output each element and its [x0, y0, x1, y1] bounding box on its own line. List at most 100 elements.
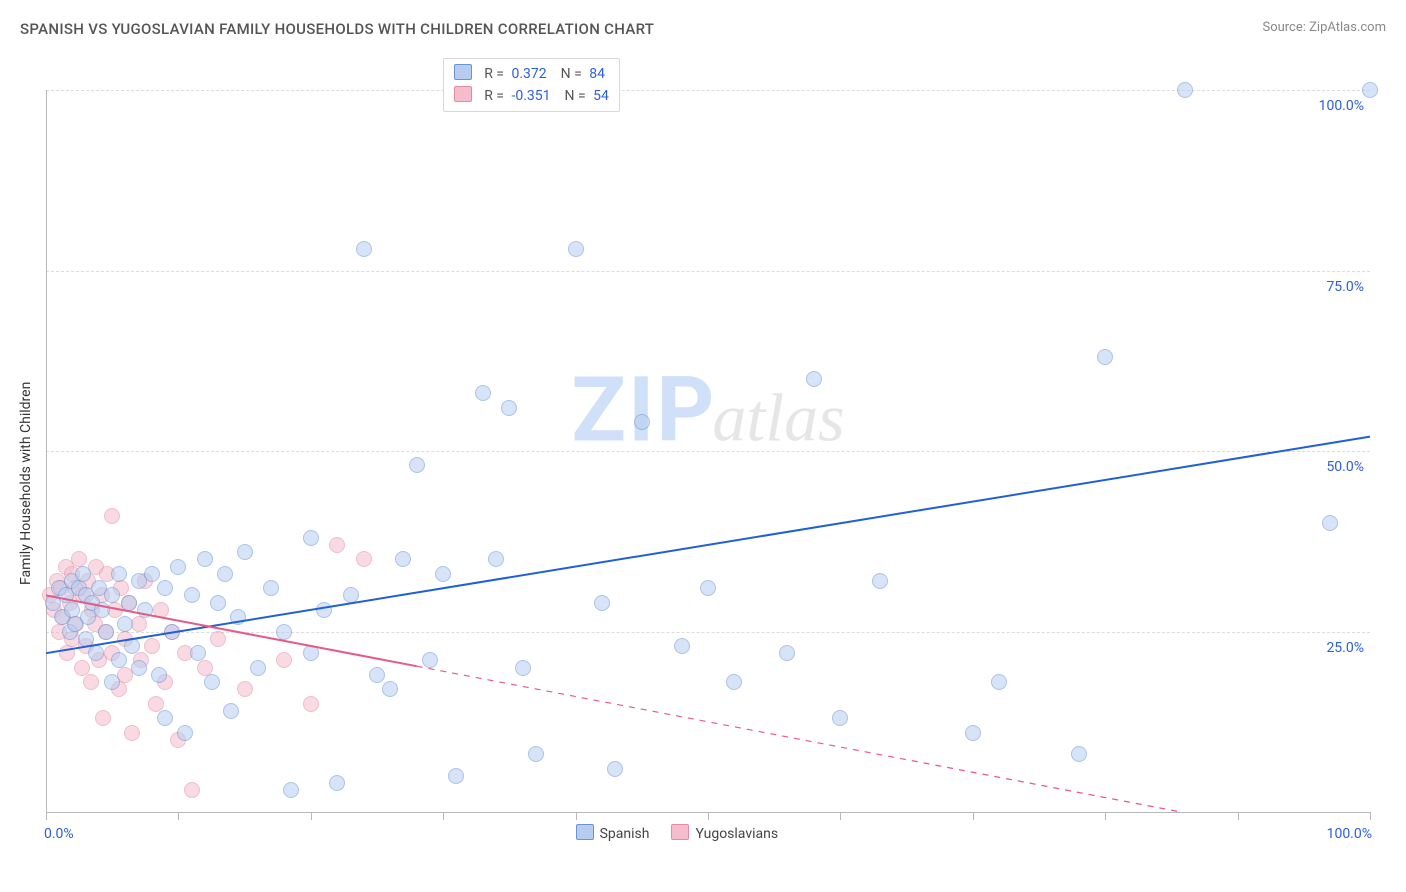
data-point-spanish — [230, 609, 246, 625]
data-point-spanish — [356, 241, 372, 257]
x-tick — [708, 812, 709, 820]
data-point-yugoslavians — [59, 645, 75, 661]
data-point-spanish — [144, 566, 160, 582]
data-point-yugoslavians — [104, 508, 120, 524]
data-point-spanish — [1097, 349, 1113, 365]
x-min-label: 0.0% — [44, 826, 74, 842]
data-point-spanish — [395, 551, 411, 567]
data-point-spanish — [594, 595, 610, 611]
data-point-spanish — [151, 667, 167, 683]
data-point-spanish — [210, 595, 226, 611]
data-point-spanish — [607, 761, 623, 777]
data-point-spanish — [634, 414, 650, 430]
legend-label: Spanish — [600, 826, 650, 842]
x-tick — [178, 812, 179, 820]
data-point-spanish — [726, 674, 742, 690]
legend-series: Spanish Yugoslavians — [576, 824, 800, 842]
y-axis-label: Family Households with Children — [18, 381, 34, 584]
y-axis — [46, 90, 47, 812]
data-point-spanish — [94, 602, 110, 618]
data-point-spanish — [515, 660, 531, 676]
data-point-spanish — [124, 638, 140, 654]
watermark: ZIPatlas — [571, 358, 844, 463]
data-point-spanish — [1071, 746, 1087, 762]
x-tick — [443, 812, 444, 820]
data-point-spanish — [448, 768, 464, 784]
data-point-spanish — [164, 624, 180, 640]
data-point-spanish — [475, 385, 491, 401]
gridline-y — [46, 90, 1370, 91]
data-point-spanish — [131, 660, 147, 676]
data-point-yugoslavians — [71, 551, 87, 567]
data-point-spanish — [303, 645, 319, 661]
y-tick-label: 100.0% — [1319, 98, 1364, 114]
data-point-yugoslavians — [74, 660, 90, 676]
data-point-spanish — [303, 530, 319, 546]
data-point-spanish — [223, 703, 239, 719]
data-point-spanish — [422, 652, 438, 668]
data-point-spanish — [501, 400, 517, 416]
legend-item: Spanish — [576, 824, 650, 842]
data-point-spanish — [157, 710, 173, 726]
data-point-spanish — [263, 580, 279, 596]
legend-stats: R = 0.372N = 84R = -0.351N = 54 — [443, 58, 620, 112]
data-point-spanish — [528, 746, 544, 762]
data-point-spanish — [872, 573, 888, 589]
data-point-spanish — [117, 616, 133, 632]
data-point-spanish — [316, 602, 332, 618]
data-point-spanish — [75, 566, 91, 582]
scatter-plot: ZIPatlas 25.0%50.0%75.0%100.0%0.0%100.0%… — [46, 54, 1370, 812]
gridline-y — [46, 451, 1370, 452]
data-point-yugoslavians — [148, 696, 164, 712]
legend-stats-row: R = -0.351N = 54 — [454, 85, 609, 107]
data-point-spanish — [1362, 82, 1378, 98]
data-point-yugoslavians — [83, 674, 99, 690]
x-tick — [973, 812, 974, 820]
legend-item: Yugoslavians — [671, 824, 778, 842]
data-point-spanish — [217, 566, 233, 582]
legend-label: Yugoslavians — [695, 826, 778, 842]
data-point-spanish — [283, 782, 299, 798]
data-point-spanish — [435, 566, 451, 582]
trend-lines — [46, 54, 1370, 812]
data-point-yugoslavians — [356, 551, 372, 567]
x-max-label: 100.0% — [1327, 826, 1372, 842]
data-point-yugoslavians — [124, 725, 140, 741]
legend-swatch — [576, 824, 594, 840]
x-tick — [840, 812, 841, 820]
data-point-spanish — [170, 559, 186, 575]
watermark-zip: ZIP — [571, 358, 716, 463]
data-point-spanish — [965, 725, 981, 741]
x-tick — [1105, 812, 1106, 820]
data-point-spanish — [88, 645, 104, 661]
data-point-spanish — [104, 674, 120, 690]
data-point-spanish — [250, 660, 266, 676]
data-point-spanish — [197, 551, 213, 567]
data-point-spanish — [157, 580, 173, 596]
chart-title: SPANISH VS YUGOSLAVIAN FAMILY HOUSEHOLDS… — [20, 20, 654, 38]
data-point-spanish — [276, 624, 292, 640]
source-link[interactable]: ZipAtlas.com — [1309, 20, 1386, 35]
data-point-yugoslavians — [95, 710, 111, 726]
data-point-spanish — [806, 371, 822, 387]
data-point-yugoslavians — [184, 782, 200, 798]
legend-swatch — [671, 824, 689, 840]
data-point-spanish — [409, 457, 425, 473]
data-point-spanish — [779, 645, 795, 661]
data-point-spanish — [329, 775, 345, 791]
data-point-spanish — [568, 241, 584, 257]
data-point-yugoslavians — [144, 638, 160, 654]
data-point-spanish — [177, 725, 193, 741]
data-point-spanish — [832, 710, 848, 726]
watermark-atlas: atlas — [712, 380, 844, 456]
y-tick-label: 50.0% — [1326, 459, 1364, 475]
data-point-spanish — [184, 587, 200, 603]
data-point-spanish — [137, 602, 153, 618]
gridline-y — [46, 632, 1370, 633]
data-point-spanish — [237, 544, 253, 560]
y-tick-label: 25.0% — [1326, 640, 1364, 656]
data-point-spanish — [674, 638, 690, 654]
data-point-spanish — [488, 551, 504, 567]
x-tick — [576, 812, 577, 820]
data-point-spanish — [121, 595, 137, 611]
